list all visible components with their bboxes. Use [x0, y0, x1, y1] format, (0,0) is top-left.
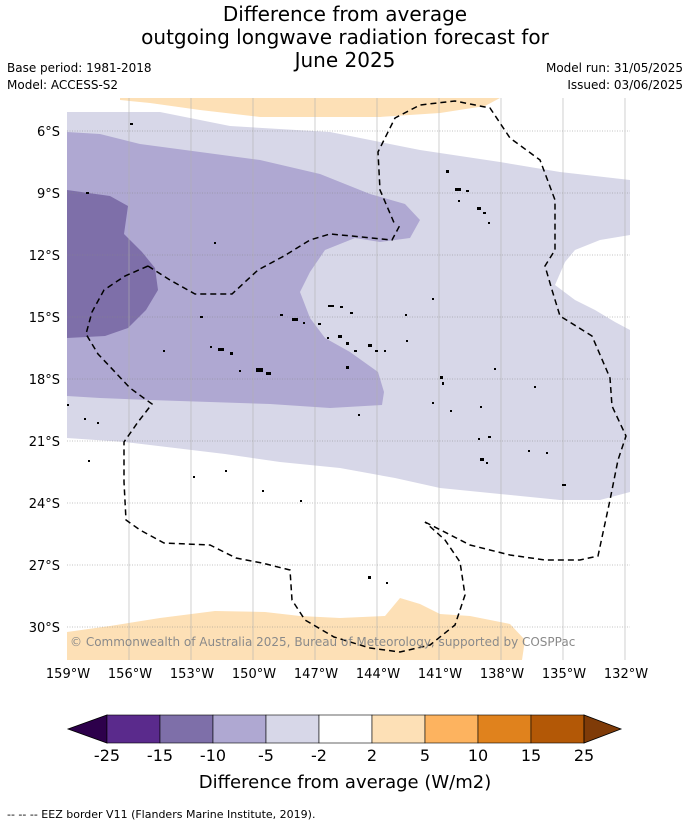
colorbar-segment-1 [106, 714, 161, 744]
lat-label-18s: 18°S [29, 373, 60, 388]
colorbar-tick-25: 25 [574, 746, 594, 765]
contour-band-2-5-bottom [67, 598, 525, 660]
lat-label-9s: 9°S [37, 187, 60, 202]
colorbar-tick-10: 10 [468, 746, 488, 765]
map-figure: © Commonwealth of Australia 2025, Bureau… [29, 98, 648, 793]
contour-band-minus15-minus10 [67, 190, 158, 338]
lon-label-138w: 138°W [480, 667, 524, 682]
lat-label-21s: 21°S [29, 435, 60, 450]
colorbar-over-arrow [583, 714, 623, 744]
eez-borders [85, 100, 627, 653]
colorbar-segment-3 [212, 714, 267, 744]
title-line-3: June 2025 [294, 48, 396, 72]
map-area: © Commonwealth of Australia 2025, Bureau… [67, 98, 630, 660]
lat-label-6s: 6°S [37, 125, 60, 140]
eez-border-french-polynesia [377, 100, 627, 561]
colorbar-segment-5 [318, 714, 373, 744]
colorbar-tick-minus10: -10 [200, 746, 226, 765]
colorbar-segment-6 [371, 714, 426, 744]
colorbar-segment-9 [530, 714, 585, 744]
lat-label-27s: 27°S [29, 559, 60, 574]
colorbar-under-arrow [66, 714, 108, 744]
colorbar-segment-4 [265, 714, 320, 744]
base-period-label: Base period: 1981-2018 [7, 61, 152, 75]
colorbar: -25 -15 -10 -5 -2 2 5 10 15 25 Differenc… [66, 714, 623, 793]
title-line-2: outgoing longwave radiation forecast for [141, 25, 549, 49]
latitude-labels: 6°S 9°S 12°S 15°S 18°S 21°S 24°S 27°S 30… [29, 125, 60, 636]
lon-label-135w: 135°W [542, 667, 586, 682]
copyright-text: © Commonwealth of Australia 2025, Bureau… [70, 635, 575, 649]
eez-border-west-inner [147, 224, 401, 295]
lon-label-150w: 150°W [232, 667, 276, 682]
colorbar-segment-7 [424, 714, 479, 744]
lon-label-147w: 147°W [294, 667, 338, 682]
lon-label-156w: 156°W [108, 667, 152, 682]
longitude-labels: 159°W 156°W 153°W 150°W 147°W 144°W 141°… [46, 667, 648, 682]
colorbar-title: Difference from average (W/m2) [199, 772, 491, 793]
lon-label-144w: 144°W [356, 667, 400, 682]
lat-label-30s: 30°S [29, 621, 60, 636]
colorbar-segment-8 [477, 714, 532, 744]
contour-band-minus10-minus5 [67, 132, 420, 408]
title-line-1: Difference from average [222, 2, 468, 26]
lon-label-132w: 132°W [604, 667, 648, 682]
island-markers [67, 123, 566, 584]
colorbar-tick-minus5: -5 [258, 746, 274, 765]
colorbar-tick-minus25: -25 [94, 746, 120, 765]
lat-label-24s: 24°S [29, 497, 60, 512]
model-label: Model: ACCESS-S2 [7, 78, 119, 92]
colorbar-segment-2 [159, 714, 214, 744]
lon-label-159w: 159°W [46, 667, 90, 682]
colorbar-tick-minus2: -2 [311, 746, 327, 765]
colorbar-tick-2: 2 [367, 746, 377, 765]
meridians [128, 98, 626, 660]
lat-label-12s: 12°S [29, 249, 60, 264]
lon-label-153w: 153°W [170, 667, 214, 682]
lat-label-15s: 15°S [29, 311, 60, 326]
colorbar-tick-15: 15 [521, 746, 541, 765]
eez-footnote: -- -- -- EEZ border V11 (Flanders Marine… [7, 808, 316, 821]
colorbar-tick-minus15: -15 [147, 746, 173, 765]
model-run-label: Model run: 31/05/2025 [545, 61, 683, 75]
issued-label: Issued: 03/06/2025 [567, 78, 683, 92]
colorbar-tick-5: 5 [420, 746, 430, 765]
lon-label-141w: 141°W [418, 667, 462, 682]
